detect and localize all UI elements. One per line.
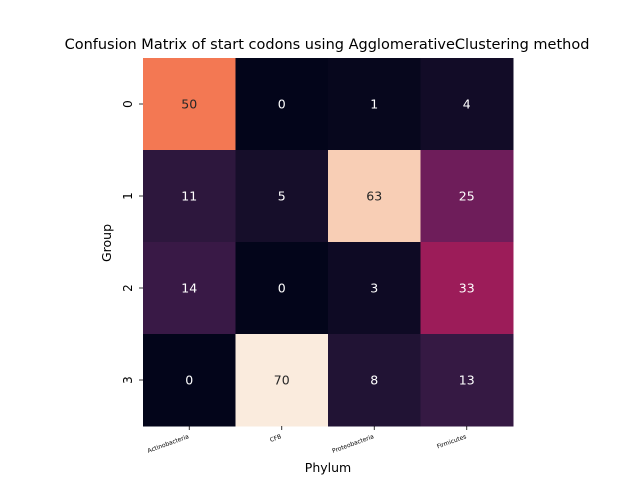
cell-value-label: 25 [459, 189, 475, 204]
y-axis-ticks: 0 1 2 3 [121, 100, 143, 384]
cell-value-label: 33 [459, 281, 475, 296]
cell-value-label: 0 [185, 373, 193, 388]
heatmap-cell [420, 150, 514, 243]
y-tick-label: 3 [121, 376, 135, 384]
heatmap-cell [420, 58, 514, 151]
x-tick-label: Firmicutes [436, 433, 467, 450]
heatmap-cell [328, 58, 421, 151]
heatmap-cell [143, 150, 236, 243]
cell-value-label: 8 [370, 373, 378, 388]
cell-value-label: 1 [370, 97, 378, 112]
heatmap-cell [235, 58, 329, 151]
x-axis-label: Phylum [305, 460, 351, 475]
x-tick-label: Proteobacteria [331, 433, 375, 455]
heatmap-cell [235, 334, 329, 427]
cell-value-label: 11 [181, 189, 197, 204]
heatmap-cell [420, 334, 514, 427]
heatmap-cell [328, 334, 421, 427]
cell-value-label: 3 [370, 281, 378, 296]
heatmap-cell [328, 150, 421, 243]
chart-title: Confusion Matrix of start codons using A… [65, 37, 590, 53]
cell-value-label: 5 [278, 189, 286, 204]
cell-value-label: 0 [278, 97, 286, 112]
cell-value-label: 0 [278, 281, 286, 296]
y-tick-label: 2 [121, 284, 135, 292]
y-tick-label: 1 [121, 192, 135, 200]
cell-value-label: 50 [181, 97, 197, 112]
heatmap-cell [235, 150, 329, 243]
y-axis-label: Group [99, 224, 114, 262]
x-tick-label: CFB [269, 433, 282, 444]
heatmap-cell [328, 242, 421, 335]
heatmap-cell [143, 58, 236, 151]
cell-value-label: 70 [274, 373, 290, 388]
heatmap-cell [143, 242, 236, 335]
heatmap-cell [143, 334, 236, 427]
heatmap-cell [235, 242, 329, 335]
heatmap-cell [420, 242, 514, 335]
cell-value-label: 13 [459, 373, 475, 388]
x-tick-label: Actinobacteria [147, 433, 191, 455]
y-tick-label: 0 [121, 100, 135, 108]
cell-value-label: 63 [366, 189, 382, 204]
cell-value-label: 4 [463, 97, 471, 112]
x-axis-ticks: Actinobacteria CFB Proteobacteria Firmicute… [147, 426, 467, 455]
cell-value-label: 14 [181, 281, 197, 296]
